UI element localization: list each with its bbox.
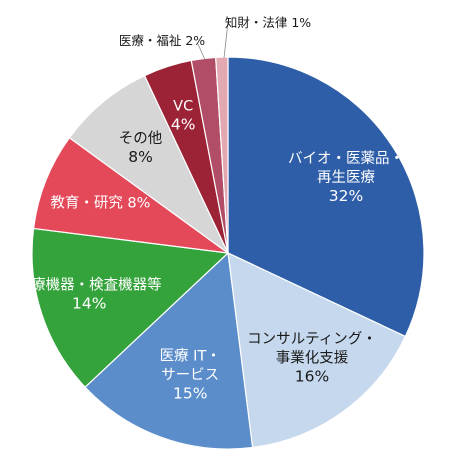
pie-slice [31, 227, 230, 389]
slice-label: 教育・研究 8% [50, 195, 150, 212]
pie-slice [68, 74, 229, 254]
slice-label: VC 4% [171, 99, 196, 134]
slice-label: 医療・福祉 2% [119, 33, 205, 48]
slice-label: バイオ・医薬品・再生医療 32% [288, 150, 404, 205]
leader-line [197, 43, 206, 61]
slice-label: その他 8% [119, 130, 163, 166]
slice-label: 医療機器・検査機器等 14% [17, 276, 162, 313]
pie-slice [227, 56, 425, 338]
slice-labels: バイオ・医薬品・再生医療 32% コンサルティング・事業化支援 16% 医療 IT・サー… [17, 15, 404, 403]
pie-slice [227, 251, 407, 449]
leader-lines [197, 21, 229, 61]
pie-slice [84, 251, 254, 450]
slice-label: 知財・法律 1% [225, 15, 311, 30]
pie-slice [32, 136, 229, 254]
leader-line [223, 21, 229, 59]
pie-slice [215, 56, 229, 254]
slice-label: 医療 IT・サービス 15% [160, 348, 221, 403]
slice-label: コンサルティング・事業化支援 16% [247, 331, 377, 386]
pie-slices [31, 56, 425, 450]
